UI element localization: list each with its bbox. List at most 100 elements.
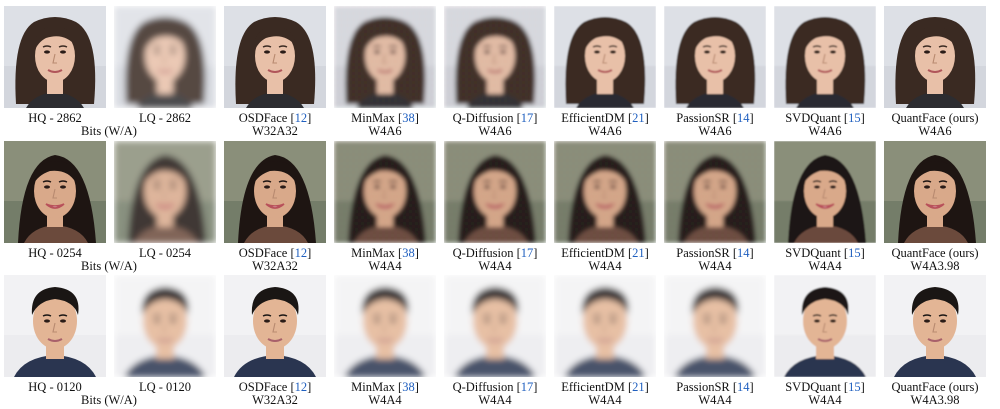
citation-bracket: ] <box>533 246 538 260</box>
method-caption: HQ - 0120 <box>0 381 110 394</box>
face-image <box>664 6 766 108</box>
method-caption: Q-Diffusion [17] <box>440 381 550 394</box>
face-image <box>334 275 436 377</box>
face-image <box>554 275 656 377</box>
bit-width-label: W4A4 <box>698 393 732 407</box>
citation-link[interactable]: 12 <box>294 246 308 260</box>
bit-width-label: W4A4 <box>698 259 732 273</box>
citation-bracket: ] <box>749 111 754 125</box>
citation-bracket: ] <box>533 380 538 394</box>
face-image <box>774 141 876 243</box>
citation-link[interactable]: 21 <box>632 246 645 260</box>
method-name: Q-Diffusion [ <box>452 111 521 125</box>
citation-link[interactable]: 21 <box>632 380 645 394</box>
method-name: MinMax [ <box>351 380 403 394</box>
citation-link[interactable]: 17 <box>520 246 534 260</box>
face-image <box>554 141 656 243</box>
method-name: PassionSR [ <box>676 380 738 394</box>
method-name: PassionSR [ <box>676 246 738 260</box>
method-name: QuantFace (ours) <box>891 246 979 260</box>
bit-width-label: W4A6 <box>478 124 512 138</box>
method-caption: LQ - 0120 <box>110 381 220 394</box>
face-image <box>664 141 766 243</box>
citation-bracket: ] <box>749 380 754 394</box>
citation-bracket: ] <box>860 380 865 394</box>
citation-link[interactable]: 12 <box>294 111 308 125</box>
method-name: EfficientDM [ <box>561 111 633 125</box>
method-name: EfficientDM [ <box>561 380 633 394</box>
method-caption: QuantFace (ours) <box>880 247 990 260</box>
citation-link[interactable]: 14 <box>737 246 750 260</box>
method-caption: OSDFace [12] <box>220 247 330 260</box>
face-image <box>114 141 216 243</box>
method-caption: LQ - 0254 <box>110 247 220 260</box>
method-caption: OSDFace [12] <box>220 112 330 125</box>
citation-link[interactable]: 15 <box>848 111 861 125</box>
face-image <box>114 6 216 108</box>
citation-bracket: ] <box>414 380 419 394</box>
face-image <box>4 275 106 377</box>
citation-link[interactable]: 21 <box>632 111 645 125</box>
bit-width-label: Bits (W/A) <box>81 393 137 407</box>
face-image <box>884 141 986 243</box>
method-name: SVDQuant [ <box>785 111 849 125</box>
method-name: PassionSR [ <box>676 111 738 125</box>
face-image <box>4 141 106 243</box>
citation-bracket: ] <box>307 380 312 394</box>
citation-link[interactable]: 38 <box>402 380 415 394</box>
method-caption: MinMax [38] <box>330 381 440 394</box>
citation-link[interactable]: 38 <box>402 246 415 260</box>
bit-width-label: Bits (W/A) <box>81 124 137 138</box>
citation-link[interactable]: 17 <box>520 111 534 125</box>
bit-width-label: W4A4 <box>808 259 842 273</box>
bit-width-label: W32A32 <box>252 393 298 407</box>
method-name: SVDQuant [ <box>785 246 849 260</box>
method-caption: EfficientDM [21] <box>550 112 660 125</box>
face-image <box>444 275 546 377</box>
method-name: OSDFace [ <box>238 111 295 125</box>
method-name: HQ - 0254 <box>28 246 82 260</box>
citation-link[interactable]: 14 <box>737 380 750 394</box>
citation-bracket: ] <box>644 380 649 394</box>
citation-bracket: ] <box>533 111 538 125</box>
citation-link[interactable]: 38 <box>402 111 415 125</box>
face-image <box>774 6 876 108</box>
citation-bracket: ] <box>860 246 865 260</box>
method-name: MinMax [ <box>351 111 403 125</box>
bit-width-label: W4A4 <box>808 393 842 407</box>
method-caption: SVDQuant [15] <box>770 247 880 260</box>
citation-bracket: ] <box>307 246 312 260</box>
method-name: LQ - 0120 <box>138 380 192 394</box>
bit-width-label: W4A3.98 <box>910 259 960 273</box>
face-image <box>774 275 876 377</box>
bit-width-label: W32A32 <box>252 124 298 138</box>
method-name: QuantFace (ours) <box>891 111 979 125</box>
method-caption: QuantFace (ours) <box>880 112 990 125</box>
method-name: OSDFace [ <box>238 246 295 260</box>
bit-width-label: W4A6 <box>368 124 402 138</box>
face-image <box>334 6 436 108</box>
method-caption: SVDQuant [15] <box>770 112 880 125</box>
citation-link[interactable]: 15 <box>848 380 861 394</box>
citation-bracket: ] <box>644 246 649 260</box>
bit-width-label: W4A6 <box>918 124 952 138</box>
citation-link[interactable]: 17 <box>520 380 534 394</box>
method-name: Q-Diffusion [ <box>452 380 521 394</box>
citation-link[interactable]: 12 <box>294 380 308 394</box>
citation-link[interactable]: 15 <box>848 246 861 260</box>
citation-link[interactable]: 14 <box>737 111 750 125</box>
method-caption: SVDQuant [15] <box>770 381 880 394</box>
face-image <box>114 275 216 377</box>
face-image <box>444 6 546 108</box>
method-caption: Q-Diffusion [17] <box>440 247 550 260</box>
citation-bracket: ] <box>307 111 312 125</box>
method-caption: QuantFace (ours) <box>880 381 990 394</box>
method-name: HQ - 0120 <box>28 380 82 394</box>
bit-width-label: W4A4 <box>478 259 512 273</box>
method-name: Q-Diffusion [ <box>452 246 521 260</box>
method-name: OSDFace [ <box>238 380 295 394</box>
method-caption: PassionSR [14] <box>660 112 770 125</box>
bit-width-label: W4A4 <box>478 393 512 407</box>
method-caption: MinMax [38] <box>330 112 440 125</box>
